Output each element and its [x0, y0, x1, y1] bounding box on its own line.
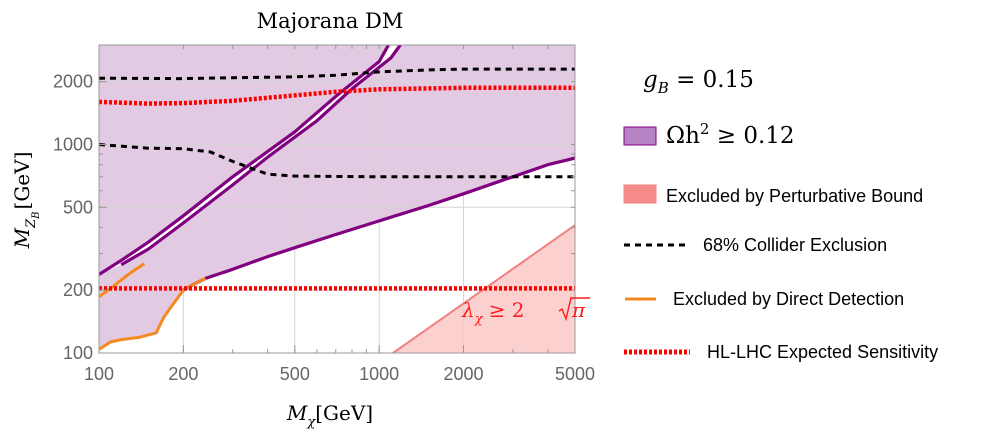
- legend-label-perturbative: Excluded by Perturbative Bound: [666, 186, 923, 206]
- y-tick-label-500: 500: [63, 197, 93, 217]
- legend-swatch-perturbative: [623, 184, 657, 204]
- y-tick-label-1000: 1000: [53, 134, 93, 154]
- annotation-radicand: π: [571, 298, 586, 322]
- legend-swatch-relic: [623, 126, 657, 146]
- hllhc-sensitivity-line-0: [99, 85, 575, 106]
- legend-title: gB = 0.15: [643, 67, 754, 97]
- y-axis-label: MZB[GeV]: [10, 152, 42, 250]
- direct-detection-line-1: [99, 262, 146, 299]
- x-tick-label-5000: 5000: [555, 364, 595, 384]
- x-tick-label-1000: 1000: [359, 364, 399, 384]
- x-tick-label-500: 500: [280, 364, 310, 384]
- y-tick-label-2000: 2000: [53, 72, 93, 92]
- ticks-layer: 100 200 500 1000 2000 5000 100 200 500 1000 2000: [53, 44, 595, 384]
- x-axis-label: Mχ[GeV]: [286, 401, 373, 430]
- legend: gB = 0.15 Ωh2 ≥ 0.12 Excluded by Perturb…: [623, 67, 938, 362]
- legend-label-relic: Ωh2 ≥ 0.12: [666, 120, 795, 149]
- legend-label-direct: Excluded by Direct Detection: [673, 289, 904, 309]
- collider-exclusion-line-1: [99, 143, 575, 179]
- y-tick-label-200: 200: [63, 280, 93, 300]
- legend-label-collider: 68% Collider Exclusion: [703, 235, 887, 255]
- perturbative-annotation: λχ ≥ 2: [461, 298, 524, 327]
- y-tick-label-100: 100: [63, 343, 93, 363]
- x-tick-label-200: 200: [168, 364, 198, 384]
- curves-layer: [99, 45, 575, 353]
- collider-exclusion-line-0: [99, 67, 575, 81]
- plot-frame: [98, 44, 576, 354]
- x-tick-label-100: 100: [84, 364, 114, 384]
- chart-title: Majorana DM: [257, 9, 404, 33]
- legend-label-hllhc: HL-LHC Expected Sensitivity: [707, 342, 938, 362]
- annotation-sqrt-sign: [558, 297, 590, 322]
- x-tick-label-2000: 2000: [443, 364, 483, 384]
- relic-boundary-1: [120, 45, 402, 267]
